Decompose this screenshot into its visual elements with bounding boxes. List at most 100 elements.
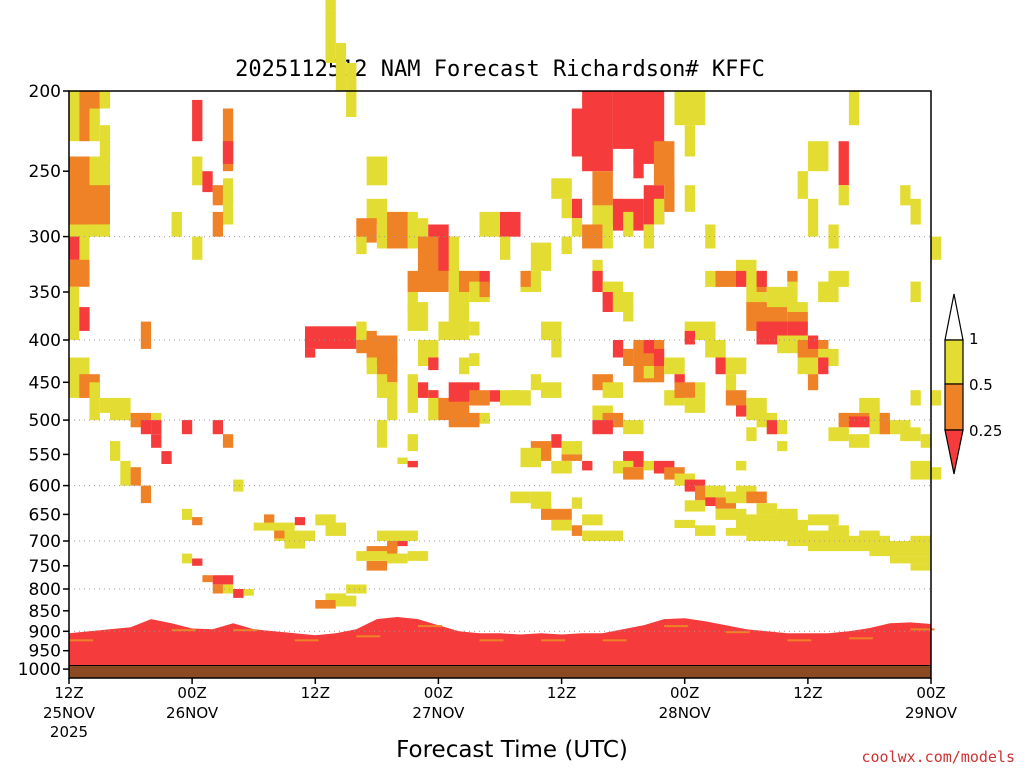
ri-cell [356, 236, 367, 255]
ri-cell [664, 357, 685, 375]
ri-cell [684, 397, 706, 413]
ri-cell [530, 242, 552, 271]
ri-cell [274, 530, 285, 539]
y-tick-label: 400 [29, 331, 61, 351]
ri-cell [253, 522, 295, 531]
y-tick-label: 650 [29, 505, 61, 525]
ri-cell [151, 412, 162, 428]
ri-cell [315, 514, 336, 526]
ri-cell [746, 491, 767, 504]
band-streak [664, 625, 689, 628]
ri-cell [787, 270, 798, 282]
low-level-ri-band [69, 617, 931, 670]
ri-cell [777, 441, 788, 452]
ri-cell [212, 420, 223, 435]
ri-cell [417, 218, 429, 243]
ri-cell [520, 447, 541, 468]
ri-cell [777, 508, 798, 520]
ri-cell [715, 357, 726, 375]
ri-cell [848, 91, 860, 126]
ri-cell [807, 374, 819, 391]
colorbar: 1 0.5 0.25 [944, 293, 1002, 475]
ri-cell [448, 236, 459, 292]
ri-cell [766, 286, 798, 308]
ri-cell [561, 236, 572, 255]
ri-cell [797, 171, 808, 199]
ri-cell [541, 321, 562, 340]
band-streak [356, 635, 381, 638]
ri-cell [356, 551, 388, 561]
ri-cell [222, 198, 234, 225]
ri-cell [222, 141, 234, 164]
y-tick-label: 350 [29, 283, 61, 303]
ri-cell [561, 441, 583, 455]
plot-area [69, 0, 942, 678]
ri-cell [900, 420, 911, 435]
ri-cell [910, 198, 921, 225]
ri-cell [879, 420, 890, 435]
ri-cell [69, 259, 90, 287]
ri-cell [787, 321, 808, 336]
colorbar-segment-lt1 [944, 339, 964, 385]
ri-cell [407, 460, 418, 468]
ri-cell [376, 374, 388, 398]
ri-cell [366, 357, 377, 375]
ri-cell [807, 514, 839, 526]
x-tick-date: 29NOV [905, 704, 958, 722]
ri-cell [376, 420, 388, 448]
colorbar-cap-bottom [944, 429, 964, 475]
ri-cell [920, 434, 931, 448]
ri-cell [612, 340, 624, 358]
ri-cell [900, 185, 911, 206]
y-axis: 200 250 300 350 400 450 500 550 600 650 700 750 8008… [18, 82, 69, 680]
y-tick-label: 900 [29, 622, 61, 642]
ri-cell [366, 156, 388, 186]
ri-cell [171, 211, 182, 237]
ri-cell [541, 508, 572, 520]
chart-title: 2025112512 NAM Forecast Richardson# KFFC [235, 57, 765, 82]
ri-cell [725, 374, 737, 391]
ground-fill [69, 665, 931, 678]
ri-cell [110, 405, 131, 421]
ri-cell [79, 307, 90, 331]
y-tick-label: 950 [29, 642, 61, 662]
y-tick-label: 200 [29, 82, 61, 102]
ri-cell [428, 390, 439, 398]
x-tick-year: 2025 [50, 723, 88, 741]
ri-cell [69, 236, 80, 260]
ri-cell [592, 270, 603, 292]
y-tick-label: 500 [29, 411, 61, 431]
ri-cell [335, 595, 357, 607]
ri-cell [910, 535, 931, 547]
ri-cell [828, 270, 849, 287]
ri-cell [222, 108, 234, 172]
ri-cell [736, 485, 757, 498]
x-tick-date: 28NOV [659, 704, 712, 722]
ri-cell [479, 281, 490, 298]
ri-cell [212, 584, 223, 594]
ri-cell [715, 497, 736, 509]
band-streak [233, 629, 258, 632]
ri-cell [69, 91, 80, 109]
y-tick-label: 850 [29, 602, 61, 622]
ri-cell [69, 156, 90, 225]
ri-cell [725, 491, 747, 504]
ri-cell [582, 91, 613, 172]
credit-link[interactable]: coolwx.com/models [861, 748, 1015, 766]
ri-cell [592, 259, 603, 282]
ri-cell [602, 382, 624, 398]
ri-cell [910, 390, 921, 406]
ri-cell [551, 460, 572, 474]
ri-cell [520, 270, 531, 287]
ri-cell [890, 420, 901, 435]
ri-cell [387, 541, 398, 552]
ri-cell [397, 457, 408, 464]
band-streak [910, 628, 935, 631]
x-tick-label: 12Z [547, 684, 576, 702]
ri-cell [643, 340, 654, 354]
band-streak [787, 639, 812, 642]
ri-cell [469, 321, 480, 336]
ri-cell [500, 211, 521, 237]
ri-cell [623, 302, 634, 322]
